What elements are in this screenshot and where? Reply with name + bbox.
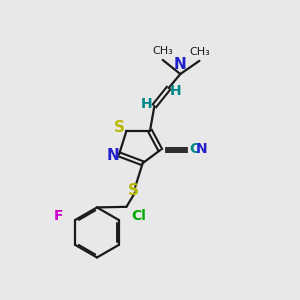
Text: N: N	[174, 57, 187, 72]
Text: H: H	[170, 84, 182, 98]
Text: N: N	[196, 142, 208, 156]
Text: CH₃: CH₃	[152, 46, 173, 56]
Text: S: S	[114, 120, 124, 135]
Text: F: F	[54, 208, 64, 223]
Text: Cl: Cl	[131, 208, 146, 223]
Text: S: S	[128, 183, 139, 198]
Text: C: C	[190, 142, 200, 156]
Text: N: N	[106, 148, 119, 164]
Text: CH₃: CH₃	[189, 47, 210, 57]
Text: H: H	[140, 98, 152, 111]
